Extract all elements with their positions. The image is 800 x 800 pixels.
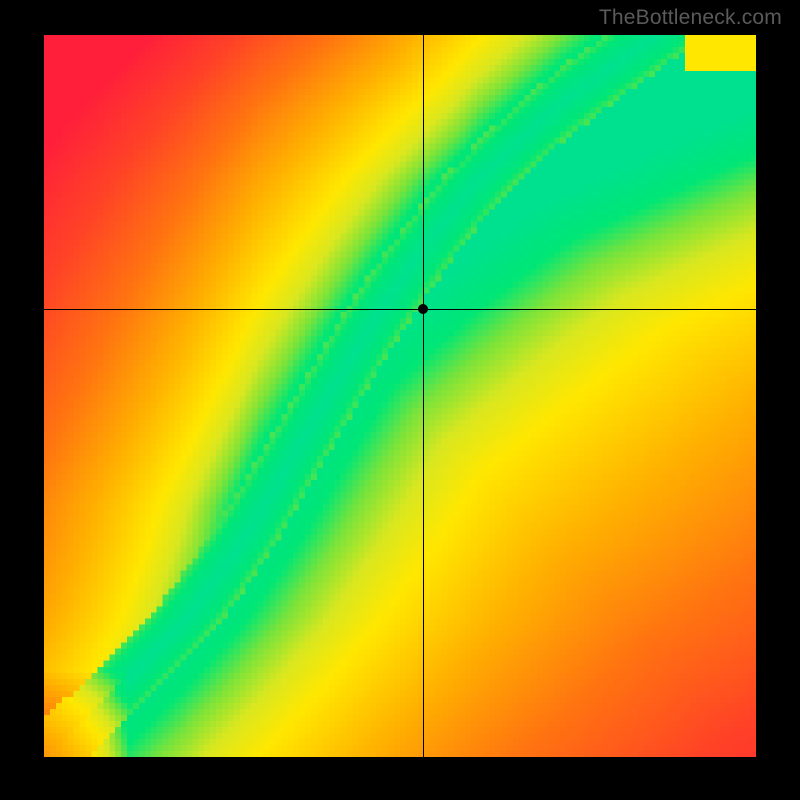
heatmap-canvas [44, 35, 756, 757]
crosshair-horizontal [44, 309, 756, 310]
heatmap-plot-area [44, 35, 756, 757]
watermark-text: TheBottleneck.com [599, 6, 782, 30]
crosshair-marker-dot [418, 304, 428, 314]
crosshair-vertical [423, 35, 424, 757]
